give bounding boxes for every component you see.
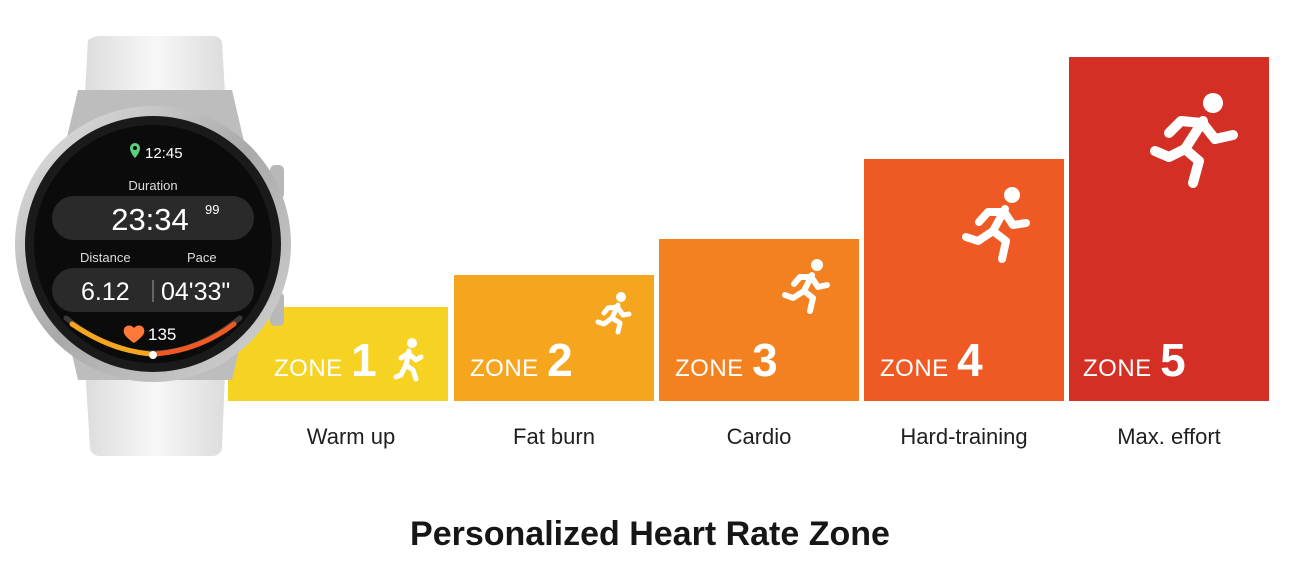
zone-2-number: 2 xyxy=(547,334,573,386)
zone-3-number: 3 xyxy=(752,334,778,386)
page-title: Personalized Heart Rate Zone xyxy=(410,515,890,553)
zone-1-label: Warm up xyxy=(306,424,396,449)
location-pin-icon xyxy=(130,143,140,158)
zone-4-bar: ZONE 4 xyxy=(864,159,1064,401)
zone-5-label: Max. effort xyxy=(1117,424,1221,449)
zone-1-number: 1 xyxy=(351,334,377,386)
smartwatch: 12:45 Duration 23:34 99 Distance Pace 6.… xyxy=(15,36,291,456)
zone-2-label: Fat burn xyxy=(513,424,595,449)
distance-label: Distance xyxy=(80,250,131,265)
walking-person-icon xyxy=(393,338,424,382)
zone-4-word: ZONE xyxy=(880,355,949,382)
duration-pill xyxy=(52,196,254,240)
jogging-person-icon xyxy=(595,292,632,335)
zone-4-number: 4 xyxy=(957,334,983,386)
zone-2-title: ZONE 2 xyxy=(470,337,573,383)
zone-1-bar: ZONE 1 xyxy=(228,307,448,401)
zone-5-number: 5 xyxy=(1160,334,1186,386)
zone-5-word: ZONE xyxy=(1083,355,1152,382)
pace-label: Pace xyxy=(187,250,217,265)
pace-value: 04'33" xyxy=(161,278,230,306)
running-person-icon xyxy=(782,259,830,314)
duration-value: 23:34 xyxy=(111,202,189,237)
zone-3-label: Cardio xyxy=(726,424,792,449)
zone-1-word: ZONE xyxy=(274,355,343,382)
distance-value: 6.12 xyxy=(81,278,130,306)
zone-3-bar: ZONE 3 xyxy=(659,239,859,401)
zone-5-bar: ZONE 5 xyxy=(1069,57,1269,401)
zone-2-bar: ZONE 2 xyxy=(454,275,654,401)
zone-5-title: ZONE 5 xyxy=(1083,337,1186,383)
zone-3-title: ZONE 3 xyxy=(675,337,778,383)
zone-4-label: Hard-training xyxy=(900,424,1028,449)
heart-rate-value: 135 xyxy=(148,325,176,344)
zone-3-word: ZONE xyxy=(675,355,744,382)
running-person-icon xyxy=(962,187,1030,263)
zone-2-word: ZONE xyxy=(470,355,539,382)
zone-4-title: ZONE 4 xyxy=(880,337,983,383)
zone-1-title: ZONE 1 xyxy=(274,337,377,383)
duration-fraction: 99 xyxy=(205,202,219,217)
heart-icon xyxy=(123,325,145,343)
watch-time: 12:45 xyxy=(145,145,183,162)
sprinting-person-icon xyxy=(1150,93,1238,188)
duration-label: Duration xyxy=(128,178,177,193)
